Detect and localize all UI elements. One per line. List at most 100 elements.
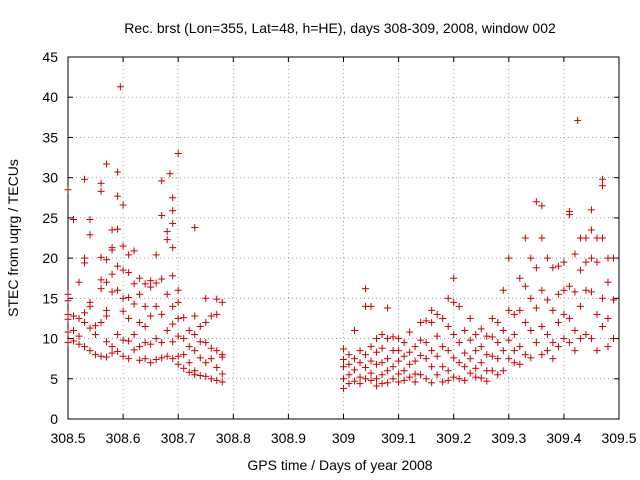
data-point: [119, 266, 127, 274]
data-point: [136, 343, 144, 351]
x-axis-label: GPS time / Days of year 2008: [247, 457, 432, 473]
data-point: [505, 306, 513, 314]
data-point: [351, 355, 359, 363]
data-point: [81, 318, 89, 326]
data-point: [384, 379, 392, 387]
data-point: [169, 302, 177, 310]
data-point: [158, 177, 166, 185]
data-point: [510, 347, 518, 355]
data-point: [340, 363, 347, 371]
data-point: [116, 83, 124, 91]
data-point: [516, 306, 524, 314]
data-point: [450, 354, 458, 362]
data-point: [163, 236, 171, 244]
data-point: [119, 294, 127, 302]
data-point: [169, 355, 177, 363]
data-point: [422, 355, 430, 363]
data-point: [103, 353, 111, 361]
data-point: [141, 322, 149, 330]
data-point: [516, 360, 524, 368]
data-point: [64, 315, 72, 323]
data-point: [152, 251, 160, 259]
x-tick-label: 309.3: [491, 430, 526, 446]
data-point: [411, 357, 419, 365]
x-tick-label: 309.2: [436, 430, 471, 446]
data-point: [494, 371, 502, 379]
data-point: [202, 339, 210, 347]
data-point: [587, 335, 595, 343]
data-point: [417, 371, 425, 379]
data-point: [97, 276, 105, 284]
data-point: [565, 339, 573, 347]
data-point: [174, 314, 182, 322]
x-tick-label: 308.6: [106, 430, 141, 446]
data-point: [532, 198, 540, 206]
data-point: [86, 324, 94, 332]
data-point: [125, 355, 133, 363]
data-point: [439, 314, 447, 322]
data-point: [180, 364, 188, 372]
data-point: [538, 286, 546, 294]
data-point: [180, 351, 188, 359]
data-point: [196, 372, 204, 380]
data-point: [554, 318, 562, 326]
data-point: [373, 348, 381, 356]
data-point: [345, 371, 353, 379]
data-point: [114, 168, 122, 176]
data-point: [494, 318, 502, 326]
data-point: [92, 322, 100, 330]
data-point: [538, 322, 546, 330]
data-point: [604, 314, 612, 322]
data-point: [521, 351, 529, 359]
y-tick-label: 15: [42, 290, 58, 306]
data-point: [64, 186, 72, 194]
y-tick-label: 25: [42, 210, 58, 226]
data-point: [202, 294, 210, 302]
data-point: [565, 211, 573, 219]
data-point: [483, 351, 491, 359]
data-point: [505, 254, 513, 262]
data-point: [191, 331, 199, 339]
data-point: [362, 364, 370, 372]
data-point: [136, 274, 144, 282]
data-point: [576, 302, 584, 310]
data-point: [549, 264, 557, 272]
data-point: [433, 310, 441, 318]
data-point: [119, 242, 127, 250]
data-point: [158, 211, 166, 219]
data-point: [213, 364, 221, 372]
data-point: [169, 207, 177, 215]
data-point: [549, 339, 557, 347]
data-point: [174, 150, 182, 158]
data-point: [472, 347, 480, 355]
data-point: [147, 312, 155, 320]
data-point: [411, 378, 419, 386]
data-point: [466, 355, 474, 363]
data-point: [86, 347, 94, 355]
data-point: [549, 306, 557, 314]
data-point: [196, 322, 204, 330]
data-point: [356, 347, 364, 355]
data-point: [461, 363, 469, 371]
data-point: [130, 346, 138, 354]
data-point: [218, 353, 226, 361]
data-point: [527, 294, 535, 302]
data-point: [92, 331, 100, 339]
data-point: [191, 347, 199, 355]
data-point: [207, 375, 215, 383]
data-point: [593, 310, 601, 318]
data-point: [521, 282, 529, 290]
data-point: [97, 187, 105, 195]
data-point: [108, 349, 116, 357]
data-point: [373, 335, 381, 343]
data-point: [218, 378, 226, 386]
data-point: [406, 373, 414, 381]
data-point: [97, 318, 105, 326]
data-point: [378, 344, 386, 352]
data-point: [439, 343, 447, 351]
data-point: [136, 290, 144, 298]
data-point: [587, 226, 595, 234]
data-point: [125, 294, 133, 302]
plot-frame: [67, 56, 620, 420]
